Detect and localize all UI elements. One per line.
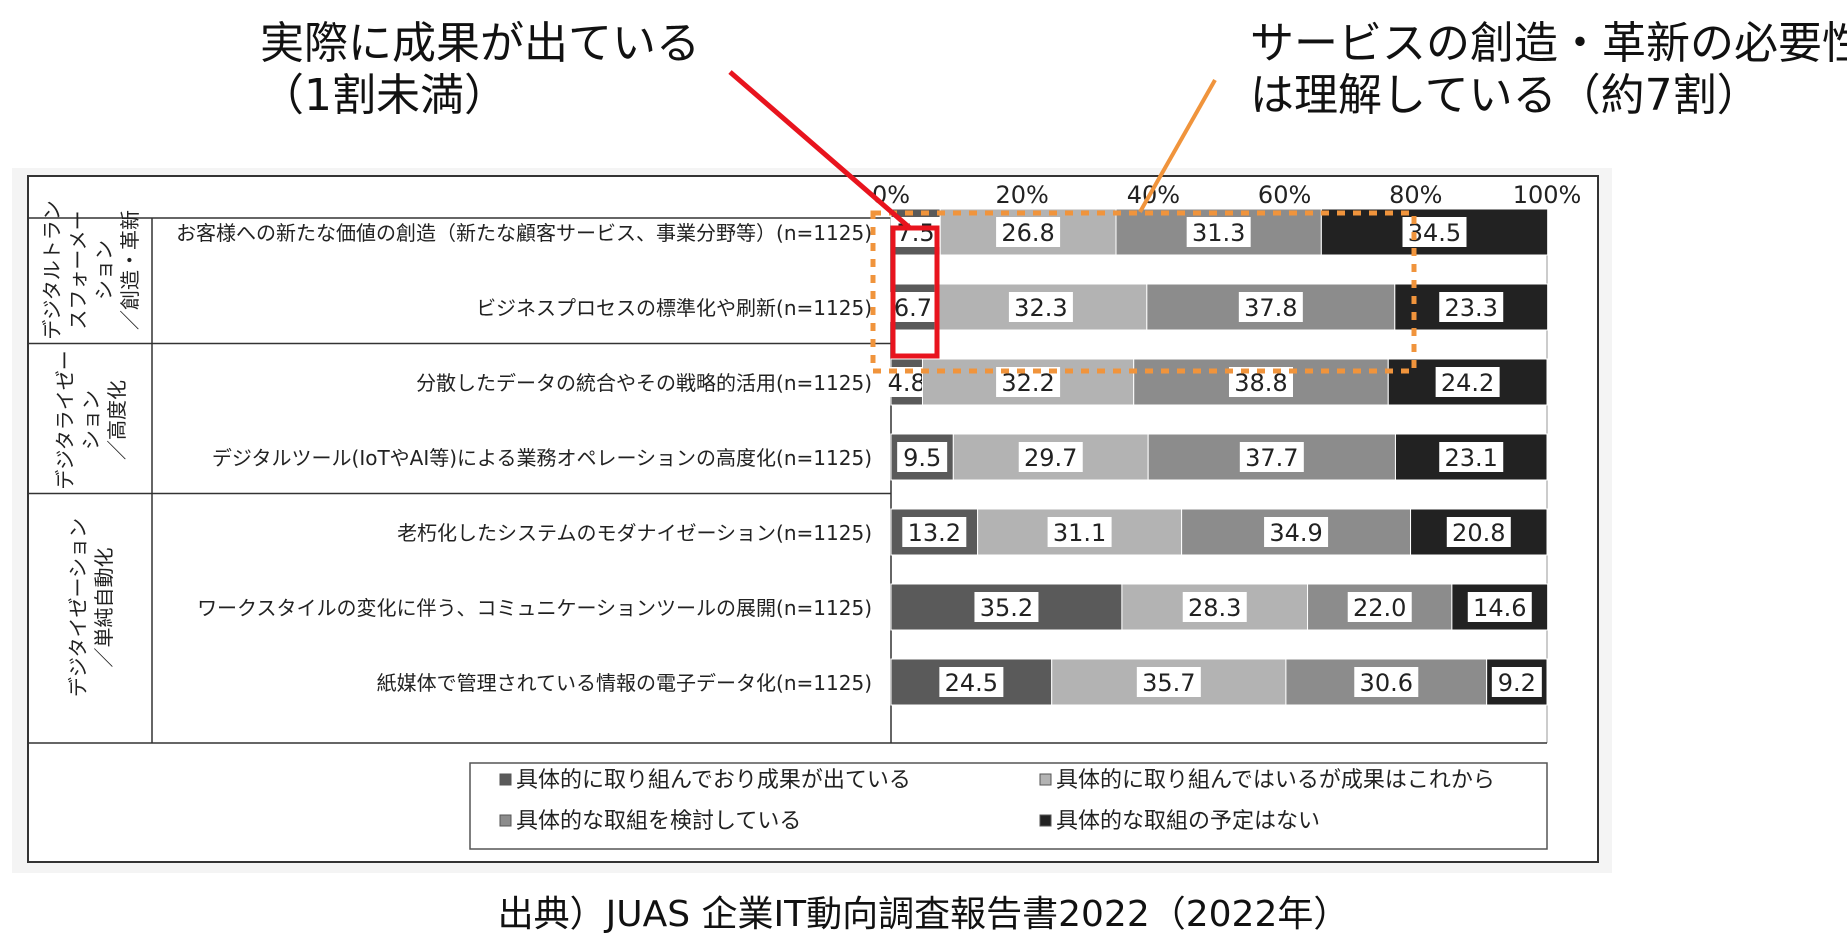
data-label: 24.2 [1441, 369, 1494, 397]
group-label-line: ション [79, 390, 103, 450]
data-label-box [996, 217, 1061, 247]
legend-swatch [1039, 814, 1052, 827]
data-label: 23.1 [1445, 444, 1498, 472]
callout-understanding-need: サービスの創造・革新の必要性 は理解している（約7割） [1250, 18, 1847, 121]
data-label-box [1239, 442, 1304, 472]
data-label-box [1238, 292, 1303, 322]
data-label-box [1446, 517, 1511, 547]
data-label-box [890, 217, 941, 247]
red-pointer-line [728, 70, 912, 230]
data-label: 35.7 [1142, 669, 1195, 697]
x-tick-label: 20% [996, 181, 1049, 209]
data-label-box [1047, 517, 1112, 547]
data-label-box [974, 592, 1039, 622]
group-label-line: ／高度化 [105, 380, 129, 460]
data-label: 14.6 [1473, 594, 1526, 622]
group-label: デジタイゼーション ／単純自動化 [66, 518, 116, 697]
red-highlight-box [890, 225, 940, 359]
data-label: 35.2 [980, 594, 1033, 622]
data-label: 30.6 [1360, 669, 1413, 697]
x-tick-label: 100% [1513, 181, 1582, 209]
group-label-line: ション [92, 240, 116, 300]
data-label: 32.2 [1001, 369, 1054, 397]
data-label: 23.3 [1445, 294, 1498, 322]
legend-swatch [499, 773, 512, 786]
data-label: 37.7 [1245, 444, 1298, 472]
category-label: お客様への新たな価値の創造（新たな顧客サービス、事業分野等）(n=1125) [176, 221, 872, 245]
legend-label: 具体的な取組の予定はない [1056, 809, 1320, 834]
category-label: 老朽化したシステムのモダナイゼーション(n=1125) [397, 521, 872, 545]
data-label: 9.5 [903, 444, 941, 472]
group-label-line: スフォーメー [66, 210, 90, 329]
group-label-line: ／単純自動化 [92, 548, 116, 668]
category-label: 分散したデータの統合やその戦略的活用(n=1125) [416, 371, 872, 395]
orange-highlight-box [870, 210, 1417, 374]
callout-achieved-results: 実際に成果が出ている （1割未満） [260, 18, 700, 121]
legend-box [469, 762, 1548, 850]
data-label-box [939, 667, 1004, 697]
data-label: 9.2 [1498, 669, 1536, 697]
category-label: ワークスタイルの変化に伴う、コミュニケーションツールの展開(n=1125) [197, 596, 872, 620]
data-label-box [1182, 592, 1247, 622]
x-tick-label: 80% [1389, 181, 1442, 209]
data-label: 37.8 [1244, 294, 1297, 322]
source-citation: 出典）JUAS 企業IT動向調査報告書2022（2022年） [497, 894, 1350, 935]
data-label: 34.5 [1408, 219, 1461, 247]
data-label-box [1347, 592, 1412, 622]
legend-label: 具体的に取り組んではいるが成果はこれから [1056, 768, 1495, 793]
data-label: 38.8 [1234, 369, 1287, 397]
group-label-line: デジタイゼーション [66, 518, 90, 697]
data-label: 32.3 [1014, 294, 1067, 322]
bar-segment [1146, 283, 1396, 331]
legend-label: 具体的に取り組んでおり成果が出ている [516, 768, 911, 793]
orange-pointer-line [1138, 79, 1217, 213]
data-label-box [1018, 442, 1083, 472]
group-label-line: ／創造・革新 [118, 210, 142, 330]
data-label-box [1435, 367, 1500, 397]
category-label: 紙媒体で管理されている情報の電子データ化(n=1125) [377, 671, 872, 695]
data-label: 4.8 [888, 369, 926, 397]
data-label-box [1439, 442, 1504, 472]
data-label: 26.8 [1001, 219, 1054, 247]
data-label-box [902, 517, 967, 547]
group-label: デジタルトラン スフォーメー ション ／創造・革新 [40, 200, 142, 340]
data-label-box [1467, 592, 1532, 622]
data-label-box [897, 442, 948, 472]
group-label-line: デジタルトラン [40, 200, 64, 340]
data-label: 24.5 [945, 669, 998, 697]
data-label: 20.8 [1452, 519, 1505, 547]
data-label: 34.9 [1269, 519, 1322, 547]
data-label-box [1008, 292, 1073, 322]
data-label: 28.3 [1188, 594, 1241, 622]
legend-swatch [499, 814, 512, 827]
data-label-box [1186, 217, 1251, 247]
data-label-box [1264, 517, 1329, 547]
legend-label: 具体的な取組を検討している [516, 809, 801, 834]
data-label-box [1439, 292, 1504, 322]
data-label: 31.1 [1053, 519, 1106, 547]
category-label: ビジネスプロセスの標準化や刷新(n=1125) [476, 296, 872, 320]
x-tick-label: 60% [1258, 181, 1311, 209]
data-label: 6.7 [894, 294, 932, 322]
x-tick-label: 0% [872, 181, 910, 209]
data-label: 22.0 [1353, 594, 1406, 622]
group-label-line: デジタライゼー [53, 350, 77, 490]
data-label-box [1354, 667, 1419, 697]
legend-swatch [1039, 773, 1052, 786]
data-label: 13.2 [908, 519, 961, 547]
data-label-box [887, 292, 938, 322]
data-label: 29.7 [1024, 444, 1077, 472]
data-label-box [1491, 667, 1542, 697]
data-label: 31.3 [1192, 219, 1245, 247]
data-label-box [1136, 667, 1201, 697]
group-label: デジタライゼー ション ／高度化 [53, 350, 129, 490]
category-label: デジタルツール(IoTやAI等)による業務オペレーションの高度化(n=1125) [212, 446, 872, 470]
